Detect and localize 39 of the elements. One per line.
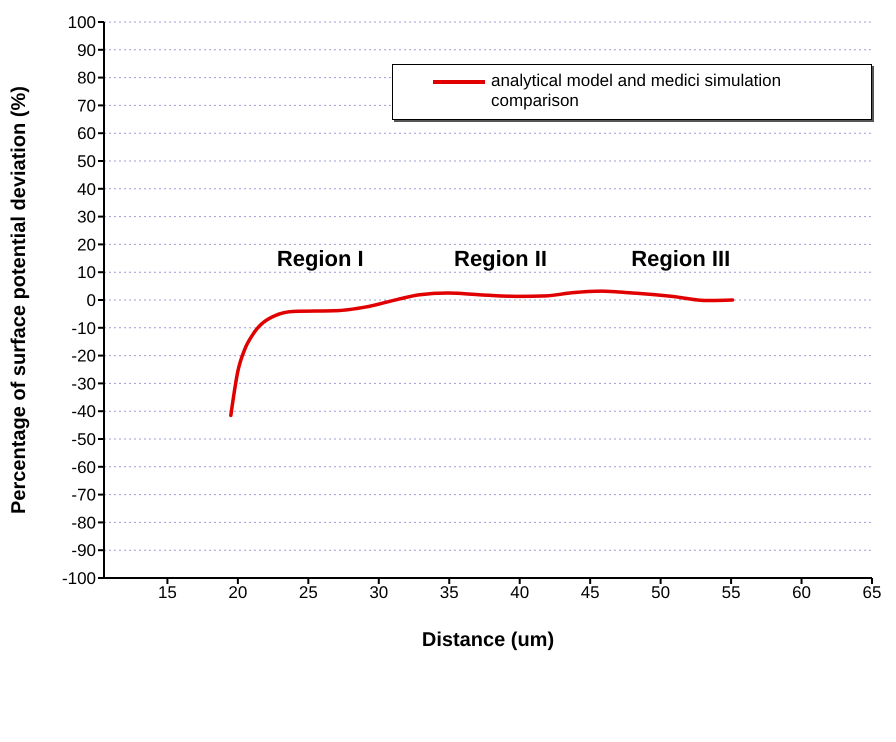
y-tick-label: -80	[71, 513, 96, 532]
x-tick-label: 30	[369, 583, 388, 602]
x-tick-label: 40	[510, 583, 530, 602]
x-tick-label: 65	[862, 583, 882, 602]
y-axis-title: Percentage of surface potential deviation (%)	[8, 86, 30, 514]
annotation: Region III	[631, 246, 730, 272]
y-tick-label: -40	[71, 402, 96, 422]
y-tick-label: -10	[71, 318, 96, 338]
y-tick-label: 10	[77, 263, 96, 282]
y-tick-label: 100	[68, 13, 96, 32]
x-axis-title: Distance (um)	[422, 629, 554, 651]
x-tick-label: 15	[158, 583, 177, 602]
legend-label: analytical model and medici simulation comparison	[491, 71, 782, 111]
x-tick-label: 25	[298, 583, 318, 602]
y-tick-label: 40	[77, 180, 96, 199]
y-tick-label: 60	[77, 124, 96, 144]
y-tick-label: 50	[77, 152, 96, 172]
x-tick-label: 55	[722, 583, 741, 602]
y-tick-label: 30	[77, 208, 96, 227]
y-tick-label: -100	[62, 569, 96, 588]
y-tick-label: -50	[71, 430, 96, 450]
x-tick-label: 35	[440, 583, 459, 602]
y-tick-label: 80	[77, 68, 96, 88]
y-tick-label: 20	[77, 235, 96, 254]
y-tick-label: -30	[71, 374, 96, 394]
line-series	[229, 289, 734, 418]
y-tick-label: -90	[71, 541, 96, 560]
x-tick-label: 60	[792, 583, 811, 602]
y-tick-label: -20	[71, 346, 96, 366]
x-tick-label: 50	[651, 583, 670, 602]
annotation: Region I	[276, 246, 364, 272]
x-tick-label: 45	[580, 583, 600, 602]
y-tick-label: -70	[71, 486, 96, 505]
y-tick-label: -60	[71, 458, 96, 477]
y-tick-label: 90	[77, 40, 96, 60]
y-tick-label: 70	[77, 96, 96, 116]
x-tick-label: 20	[228, 583, 248, 602]
annotation: Region II	[454, 246, 547, 272]
y-tick-label: 0	[86, 291, 96, 310]
